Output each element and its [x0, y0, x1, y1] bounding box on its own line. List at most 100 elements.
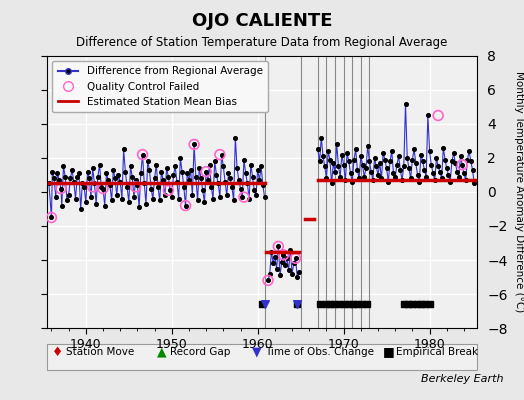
- Point: [181, 202, 190, 209]
- Point: [209, 196, 217, 202]
- Point: [243, 180, 252, 187]
- Point: [462, 177, 470, 183]
- Point: [377, 175, 386, 182]
- Point: [291, 255, 300, 262]
- Point: [178, 168, 186, 175]
- Point: [202, 168, 210, 175]
- Point: [47, 214, 56, 221]
- Point: [70, 178, 78, 185]
- Point: [242, 170, 250, 176]
- Point: [276, 272, 284, 278]
- Point: [388, 148, 396, 154]
- Point: [419, 158, 427, 165]
- Point: [349, 301, 357, 307]
- Point: [315, 158, 324, 165]
- Point: [188, 192, 196, 198]
- Point: [226, 175, 234, 182]
- Point: [441, 156, 449, 163]
- Point: [183, 170, 191, 176]
- Point: [266, 270, 274, 277]
- Point: [71, 196, 80, 202]
- Point: [187, 167, 195, 173]
- Point: [77, 206, 85, 212]
- Point: [425, 148, 434, 154]
- Point: [261, 301, 270, 307]
- Point: [369, 177, 377, 183]
- Point: [398, 177, 406, 183]
- Text: ♦: ♦: [52, 346, 63, 358]
- Point: [107, 197, 116, 204]
- Point: [435, 168, 444, 175]
- Point: [328, 180, 336, 187]
- Point: [295, 269, 303, 275]
- Point: [434, 163, 442, 170]
- Point: [447, 158, 456, 165]
- Point: [190, 141, 198, 148]
- Point: [64, 192, 73, 198]
- Point: [422, 174, 430, 180]
- Point: [119, 146, 128, 153]
- Point: [247, 162, 255, 168]
- Point: [278, 258, 286, 265]
- Point: [97, 184, 105, 190]
- Point: [152, 162, 160, 168]
- Point: [470, 180, 478, 187]
- Point: [89, 184, 97, 190]
- Point: [92, 201, 100, 207]
- Point: [168, 194, 176, 200]
- Point: [386, 158, 394, 165]
- Point: [121, 168, 129, 175]
- Point: [425, 301, 434, 307]
- Point: [405, 165, 413, 171]
- Point: [407, 175, 415, 182]
- Point: [47, 214, 56, 221]
- Point: [279, 252, 288, 258]
- Point: [424, 112, 432, 119]
- Point: [357, 301, 366, 307]
- Point: [293, 301, 301, 307]
- Point: [345, 158, 353, 165]
- Point: [408, 301, 417, 307]
- Point: [82, 199, 90, 205]
- Text: Record Gap: Record Gap: [170, 347, 231, 357]
- Point: [101, 202, 109, 209]
- Point: [57, 185, 65, 192]
- Point: [185, 177, 193, 183]
- Point: [58, 202, 66, 209]
- Point: [240, 194, 248, 200]
- Point: [63, 197, 71, 204]
- Point: [395, 153, 403, 160]
- Point: [412, 301, 421, 307]
- Point: [458, 162, 466, 168]
- Point: [410, 146, 418, 153]
- Point: [391, 174, 399, 180]
- Point: [176, 155, 184, 161]
- Point: [455, 174, 463, 180]
- Point: [257, 163, 265, 170]
- Point: [125, 199, 133, 205]
- Point: [116, 178, 124, 185]
- Point: [45, 180, 53, 187]
- Point: [274, 243, 282, 250]
- Point: [197, 175, 205, 182]
- Point: [417, 151, 425, 158]
- Point: [87, 194, 95, 200]
- Point: [66, 175, 74, 182]
- Point: [149, 196, 157, 202]
- Point: [415, 178, 423, 185]
- Point: [118, 196, 126, 202]
- Point: [204, 177, 212, 183]
- Point: [123, 184, 132, 190]
- Point: [458, 162, 466, 168]
- Point: [329, 160, 337, 166]
- Point: [396, 167, 405, 173]
- Point: [113, 192, 121, 198]
- Point: [264, 277, 272, 284]
- Point: [290, 260, 298, 266]
- Point: [205, 162, 214, 168]
- Point: [326, 156, 334, 163]
- Point: [250, 187, 258, 194]
- Point: [432, 155, 441, 161]
- Point: [281, 262, 289, 268]
- Point: [400, 163, 408, 170]
